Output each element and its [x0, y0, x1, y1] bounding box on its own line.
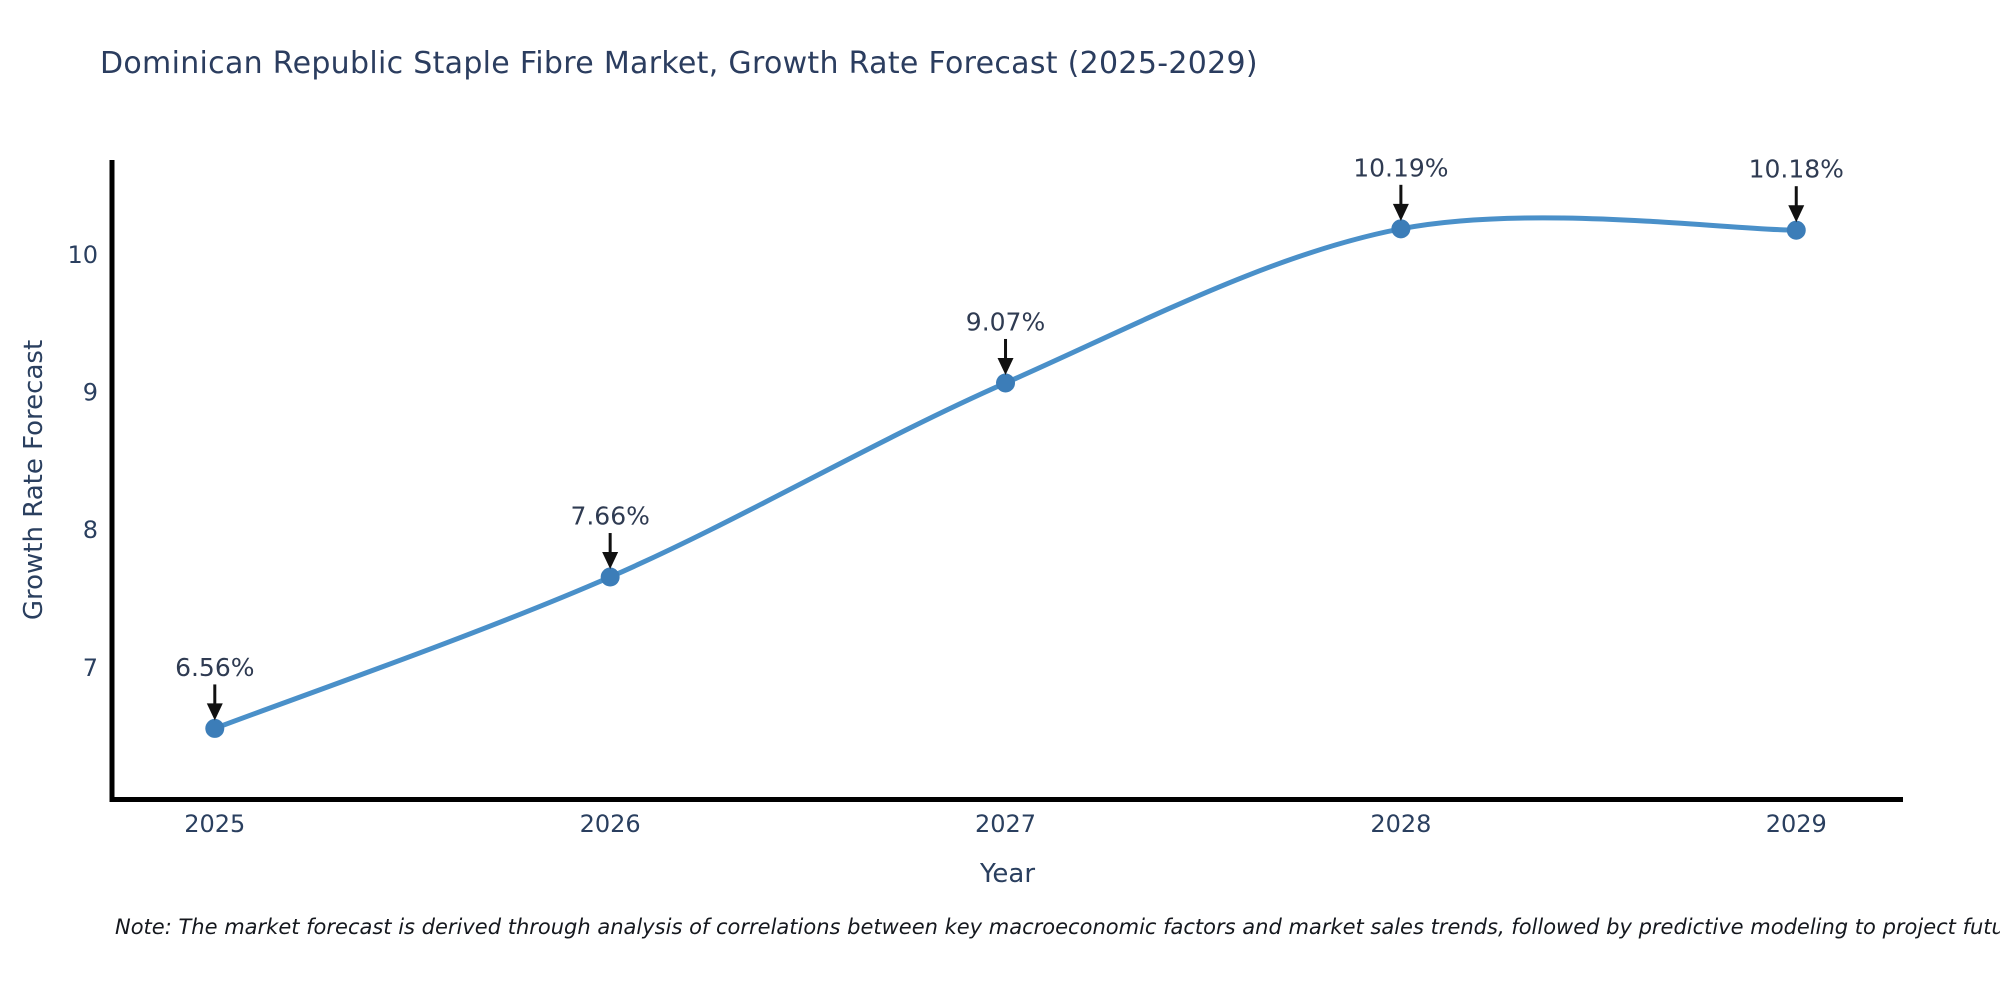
x-tick-label: 2028	[1370, 810, 1431, 838]
data-point-label: 9.07%	[966, 307, 1045, 336]
data-point-marker	[1786, 220, 1806, 240]
data-point-marker	[205, 718, 225, 738]
y-tick-label: 7	[83, 654, 98, 682]
series-line	[212, 215, 1799, 731]
x-tick-label: 2026	[580, 810, 641, 838]
data-point-marker	[600, 567, 620, 587]
x-tick-label: 2027	[975, 810, 1036, 838]
data-point-marker	[1391, 219, 1411, 239]
footnote: Note: The market forecast is derived thr…	[115, 915, 2000, 939]
data-point-label: 7.66%	[570, 502, 649, 531]
annotation-arrow-head	[1392, 203, 1409, 221]
annotation-arrow-head	[206, 703, 223, 721]
data-point-marker	[996, 373, 1016, 393]
annotation-arrow-head	[997, 357, 1014, 375]
x-tick-label: 2029	[1766, 810, 1827, 838]
annotation-arrow-head	[602, 552, 619, 570]
y-tick-label: 9	[83, 379, 98, 407]
chart-title: Dominican Republic Staple Fibre Market, …	[100, 46, 1258, 81]
y-tick-label: 8	[83, 516, 98, 544]
annotation-arrow-head	[1788, 205, 1805, 223]
x-tick-label: 2025	[184, 810, 245, 838]
y-axis-title: Growth Rate Forecast	[19, 340, 49, 620]
data-point-label: 6.56%	[175, 653, 254, 682]
y-tick-label: 10	[67, 241, 98, 269]
data-point-label: 10.19%	[1353, 153, 1448, 182]
data-point-label: 10.18%	[1749, 155, 1844, 184]
x-axis-title: Year	[979, 859, 1035, 889]
